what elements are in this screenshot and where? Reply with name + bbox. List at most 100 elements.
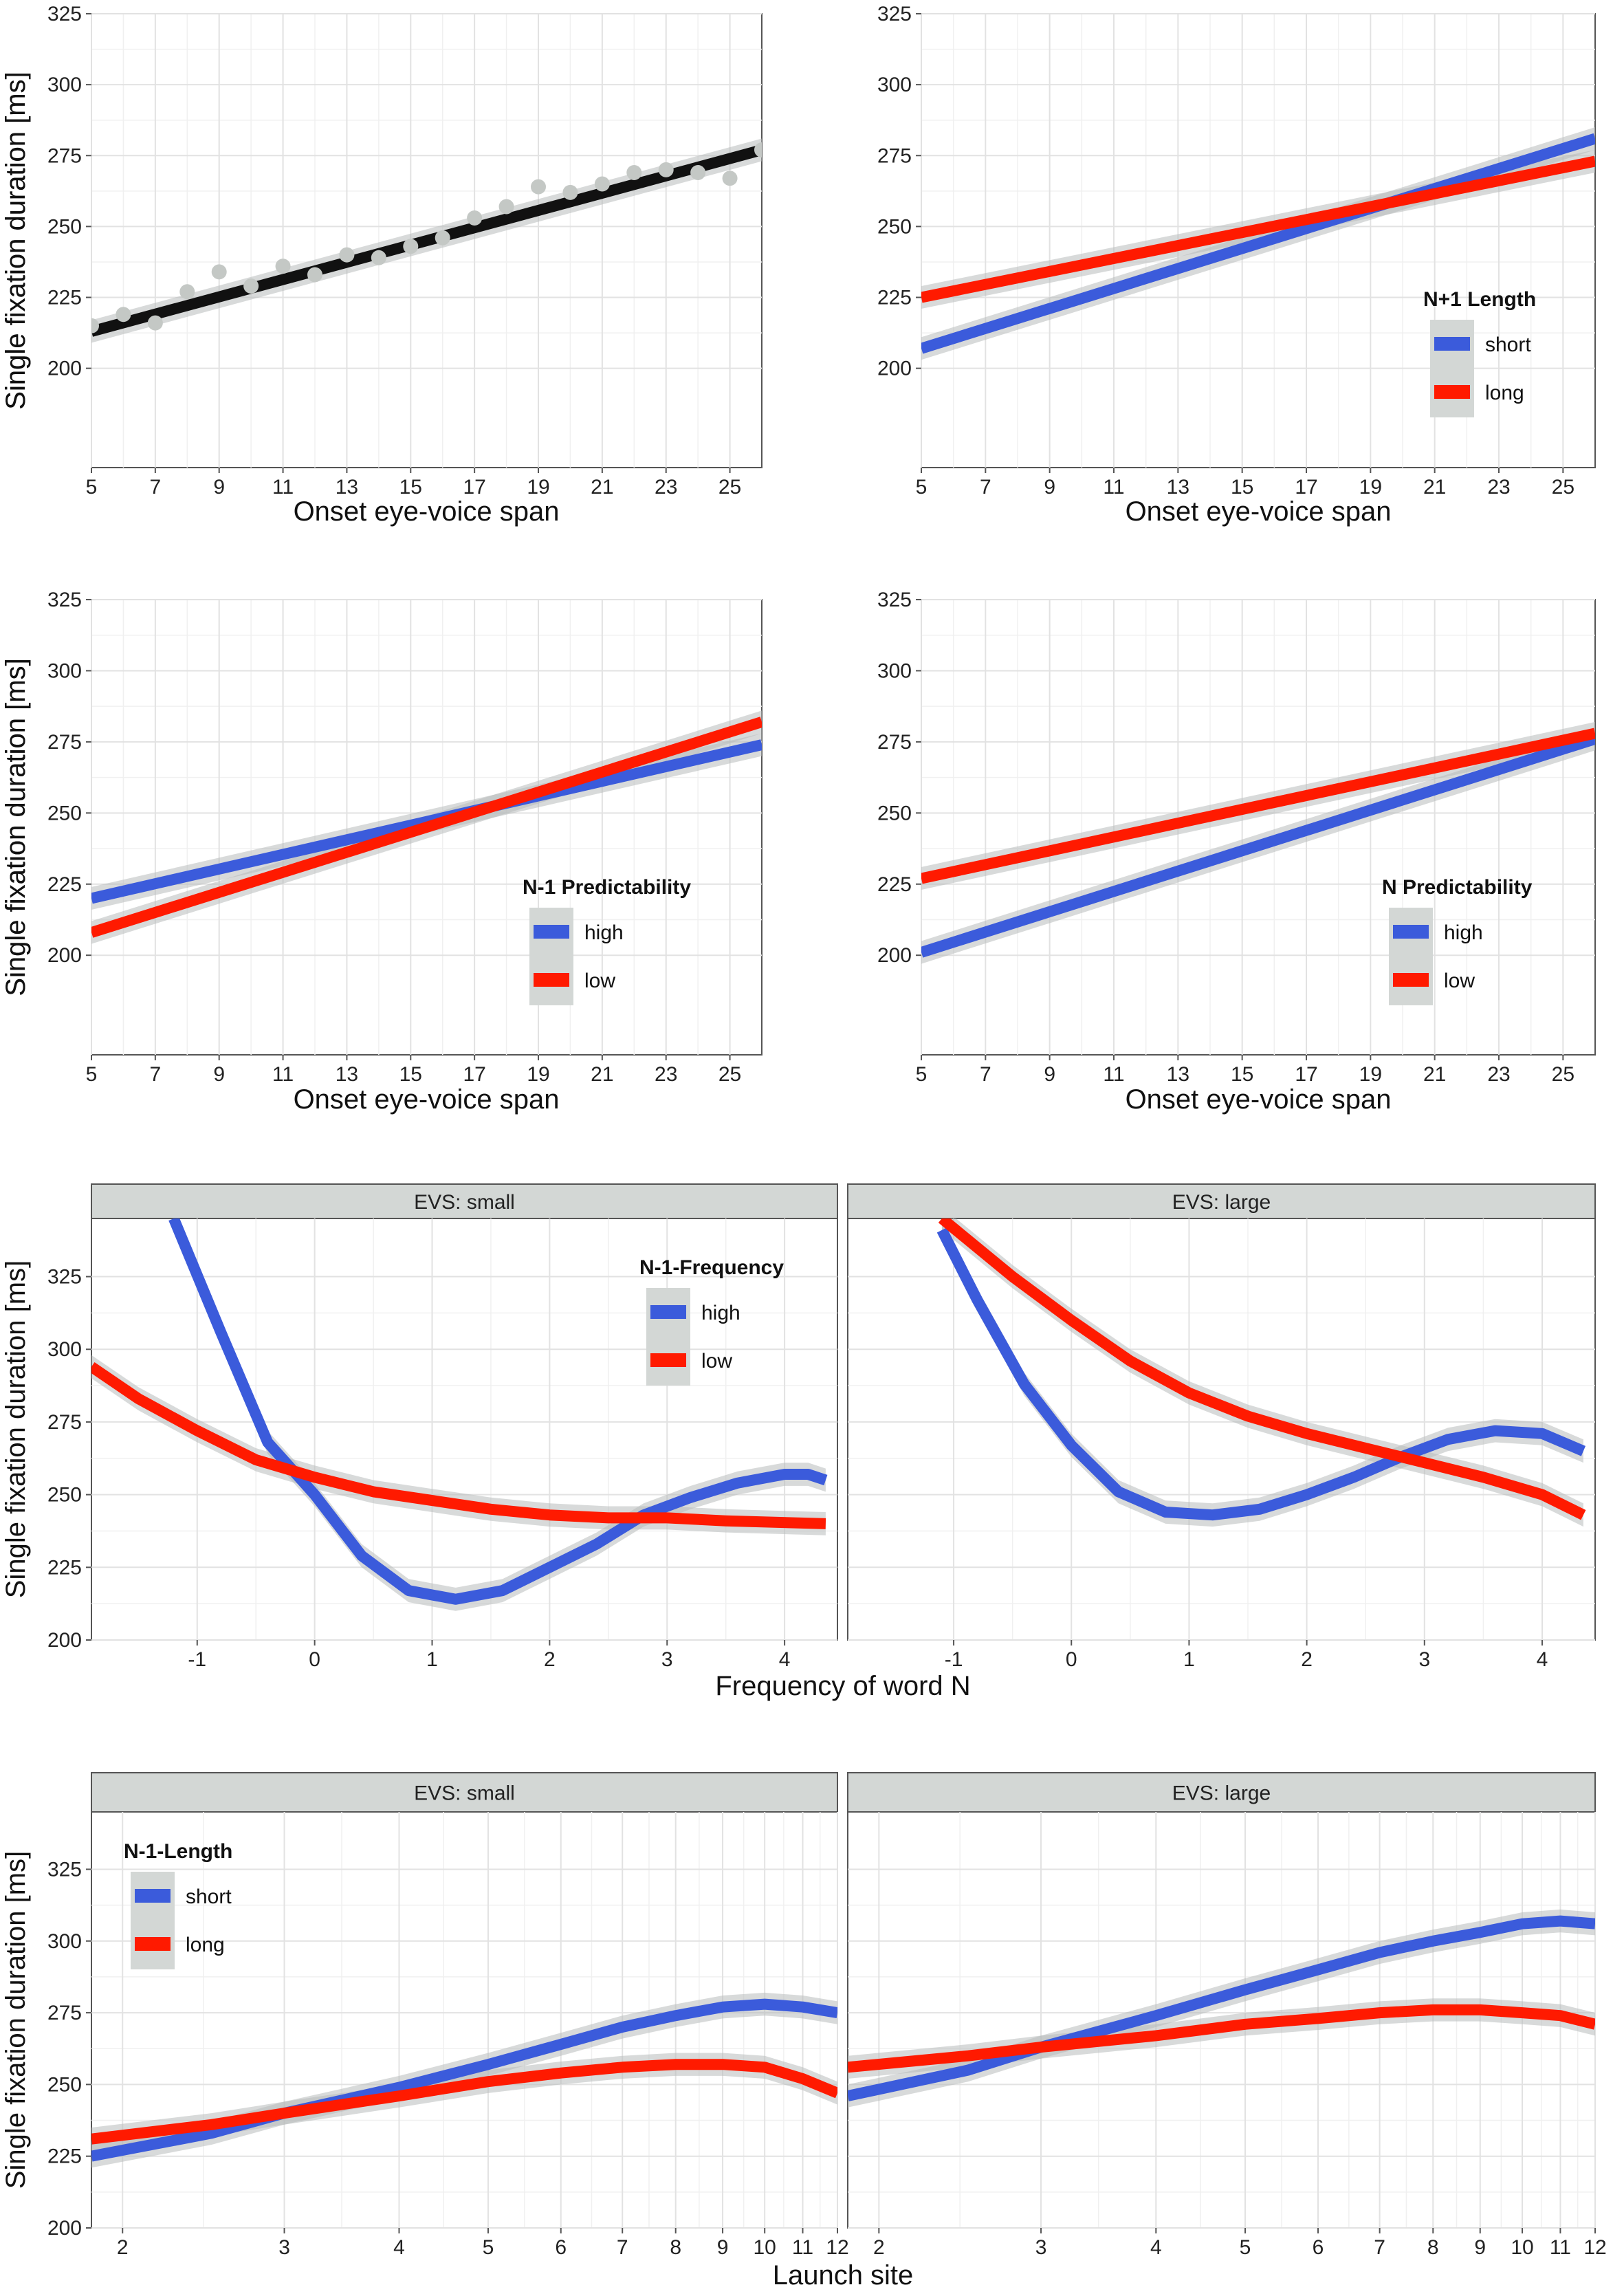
y-tick-label: 300 — [877, 74, 912, 96]
y-tick-label: 200 — [47, 1629, 82, 1652]
legend-swatch-high — [1393, 925, 1429, 939]
legend-swatch-short — [1434, 337, 1470, 351]
x-tick-label: 23 — [1487, 1063, 1510, 1086]
y-tick-label: 275 — [47, 731, 82, 754]
series-line-high — [921, 734, 1595, 958]
x-tick-label: 3 — [1035, 2236, 1047, 2259]
x-axis-label: Onset eye-voice span — [294, 1084, 560, 1115]
x-axis-label: Onset eye-voice span — [1126, 496, 1392, 527]
plot-marks — [91, 1218, 828, 1611]
legend-swatch-long — [135, 1937, 171, 1951]
y-tick-label: 250 — [47, 1484, 82, 1507]
data-point-10 — [403, 239, 419, 254]
x-tick-label: 7 — [1374, 2236, 1385, 2259]
series-line-low — [921, 728, 1595, 884]
x-tick-label: 15 — [399, 1063, 422, 1086]
x-tick-label: 3 — [1418, 1648, 1430, 1671]
x-tick-label: 19 — [1359, 476, 1382, 499]
plot-marks — [921, 721, 1595, 964]
data-point-7 — [307, 267, 322, 283]
x-tick-label: 3 — [278, 2236, 290, 2259]
legend-title: N-1 Predictability — [523, 876, 691, 899]
x-tick-label: 15 — [1231, 1063, 1253, 1086]
y-tick-label: 275 — [47, 2002, 82, 2024]
facet-strip-label: EVS: small — [414, 1191, 515, 1214]
panel-p4: 5 7 9 11 13 15 17 19 21 23 25 200 225 250 275 300 325 Sin… — [1, 589, 1596, 1115]
data-point-2 — [147, 315, 163, 331]
x-tick-label: 15 — [399, 476, 422, 499]
y-tick-label: 275 — [877, 731, 912, 754]
x-tick-label: 5 — [916, 476, 928, 499]
series-line-fit — [91, 144, 762, 337]
x-tick-label: 11 — [792, 2236, 813, 2259]
data-point-16 — [594, 176, 610, 192]
plot-marks — [921, 127, 1595, 360]
x-axis-label: Onset eye-voice span — [1126, 1084, 1392, 1115]
plot-marks — [91, 1992, 837, 2168]
data-point-6 — [275, 259, 291, 274]
x-tick-label: 3 — [661, 1648, 673, 1671]
x-tick-label: 19 — [1359, 1063, 1382, 1086]
x-tick-label: 7 — [150, 1063, 162, 1086]
y-axis-label: Single fixation duration [ms] — [1, 1851, 31, 2189]
y-tick-label: 250 — [47, 802, 82, 824]
legend-label-high: high — [701, 1302, 740, 1324]
x-tick-label: -1 — [945, 1648, 963, 1671]
x-tick-label: 25 — [718, 476, 741, 499]
x-tick-label: 25 — [1552, 476, 1574, 499]
x-tick-label: 11 — [1550, 2236, 1571, 2259]
data-point-12 — [467, 210, 483, 226]
legend-label-low: low — [701, 1350, 732, 1373]
x-tick-label: 0 — [309, 1648, 320, 1671]
data-point-5 — [243, 278, 259, 294]
facet-strip-label: EVS: large — [1172, 1782, 1271, 1805]
x-tick-label: 8 — [670, 2236, 681, 2259]
legend-label-long: long — [1485, 382, 1524, 404]
x-tick-label: 12 — [1583, 2236, 1606, 2259]
data-point-19 — [690, 165, 706, 180]
series-line-long — [848, 2004, 1595, 2073]
x-tick-label: -1 — [188, 1648, 206, 1671]
series-line-long — [91, 2059, 837, 2145]
data-point-13 — [498, 199, 514, 215]
panel-p3: 5 7 9 11 13 15 17 19 21 23 25 200 225 250 275 300 325 Sin… — [1, 589, 762, 1115]
x-tick-label: 9 — [1474, 2236, 1486, 2259]
x-tick-label: 15 — [1231, 476, 1253, 499]
legend-label-low: low — [1444, 970, 1475, 992]
y-tick-label: 300 — [47, 1338, 82, 1361]
x-tick-label: 4 — [1150, 2236, 1162, 2259]
plot-area — [921, 599, 1596, 1056]
x-tick-label: 9 — [1044, 476, 1055, 499]
x-tick-label: 5 — [86, 476, 98, 499]
x-tick-label: 2 — [544, 1648, 556, 1671]
x-tick-label: 25 — [1552, 1063, 1574, 1086]
legend: N Predictability high low — [1382, 876, 1533, 1005]
x-tick-label: 11 — [1103, 476, 1124, 499]
legend-title: N+1 Length — [1423, 288, 1536, 311]
y-tick-label: 225 — [47, 287, 82, 309]
y-tick-label: 250 — [47, 215, 82, 238]
legend-title: N Predictability — [1382, 876, 1533, 899]
data-point-14 — [531, 179, 546, 195]
x-tick-label: 7 — [980, 476, 991, 499]
y-tick-label: 300 — [47, 74, 82, 96]
y-tick-label: 275 — [47, 144, 82, 167]
facet-strip-label: EVS: small — [414, 1782, 515, 1805]
y-tick-label: 225 — [877, 287, 912, 309]
x-tick-label: 5 — [916, 1063, 928, 1086]
x-tick-label: 9 — [213, 1063, 225, 1086]
legend: N-1-Frequency high low — [639, 1256, 784, 1386]
y-tick-label: 325 — [877, 3, 912, 25]
x-tick-label: 21 — [1423, 476, 1446, 499]
legend-title: N-1-Length — [124, 1840, 232, 1863]
legend-key-background — [1430, 320, 1474, 417]
y-axis-label: Single fixation duration [ms] — [1, 658, 31, 996]
x-tick-label: 9 — [1044, 1063, 1055, 1086]
x-tick-label: 11 — [272, 476, 294, 499]
panel-p2: 5 7 9 11 13 15 17 19 21 23 25 200 225 250 275 300 325 Sin… — [1, 3, 1596, 527]
y-tick-label: 325 — [47, 3, 82, 25]
data-point-9 — [371, 250, 386, 265]
data-point-15 — [562, 184, 578, 200]
x-tick-label: 9 — [717, 2236, 729, 2259]
